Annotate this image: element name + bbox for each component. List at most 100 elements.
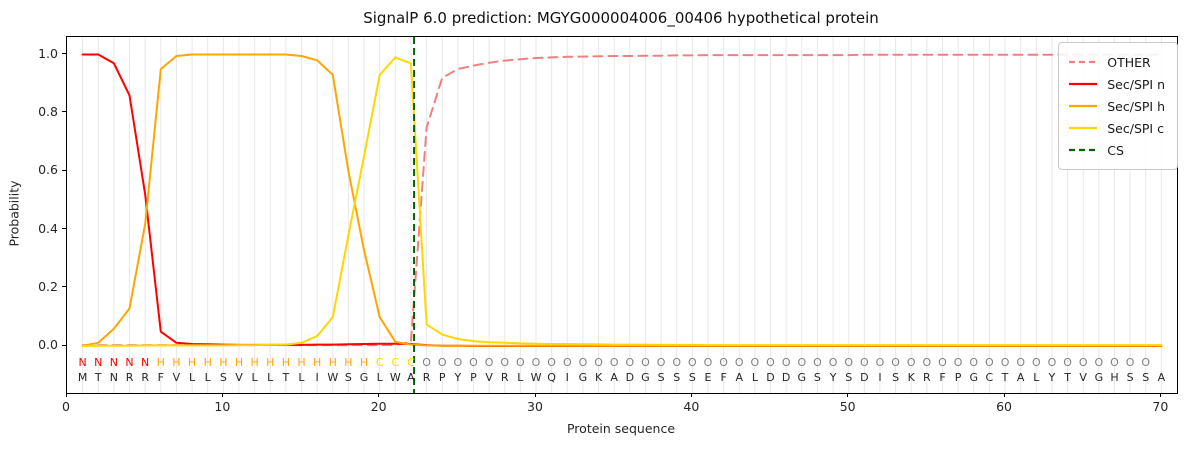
annotation-letter: C — [391, 356, 399, 369]
annotation-letter: H — [204, 356, 212, 369]
y-tick-mark — [62, 111, 66, 113]
legend: OTHER Sec/SPI n Sec/SPI h Sec/SPI c CS — [1058, 42, 1178, 170]
x-tick-label: 70 — [1152, 399, 1169, 414]
y-tick-mark — [62, 53, 66, 54]
sequence-letter: T — [1001, 371, 1009, 384]
annotation-letter: N — [79, 356, 87, 369]
sequence-letter: S — [892, 371, 899, 384]
y-axis-label: Probability — [6, 180, 22, 247]
x-tick-mark — [847, 393, 849, 397]
legend-label: OTHER — [1107, 54, 1151, 70]
annotation-letter: O — [657, 356, 666, 369]
annotation-letter: O — [547, 356, 556, 369]
sequence-letter: S — [673, 371, 680, 384]
legend-label: Sec/SPI h — [1107, 98, 1165, 114]
y-tick-label: 0.6 — [38, 162, 58, 178]
x-tick-mark — [221, 393, 223, 397]
sequence-letter: L — [517, 371, 524, 384]
sequence-letter: G — [641, 371, 650, 384]
annotation-letter: O — [641, 356, 650, 369]
plot-canvas: NMNTNNNRNRHFHVHLHLHSHVHLHLHTHLHIHWHSHGCL… — [78, 37, 1166, 393]
sequence-letter: Y — [1048, 371, 1056, 384]
sequence-letter: P — [470, 371, 477, 384]
sequence-letter: G — [969, 371, 978, 384]
sequence-letter: A — [407, 371, 415, 384]
annotation-letter: O — [1110, 356, 1119, 369]
annotation-letter: O — [954, 356, 963, 369]
legend-item-sec-spi-c: Sec/SPI c — [1068, 117, 1165, 139]
sequence-letter: A — [610, 371, 618, 384]
sequence-letter: L — [377, 371, 384, 384]
annotation-letter: C — [376, 356, 384, 369]
x-tick-label: 10 — [214, 399, 231, 414]
annotation-letter: O — [923, 356, 932, 369]
annotation-letter: O — [422, 356, 431, 369]
x-axis-label: Protein sequence — [566, 421, 676, 436]
annotation-letter: O — [1048, 356, 1057, 369]
sequence-letter: R — [423, 371, 431, 384]
annotation-letter: O — [438, 356, 447, 369]
legend-line-sample — [1069, 104, 1098, 108]
sequence-letter: V — [485, 371, 493, 384]
sequence-letter: I — [878, 371, 881, 384]
y-tick-label: 1.0 — [38, 45, 58, 61]
annotation-letter: O — [876, 356, 885, 369]
annotation-letter: O — [563, 356, 572, 369]
annotation-letter: O — [969, 356, 978, 369]
sequence-letter: K — [908, 371, 916, 384]
sequence-letter: S — [658, 371, 665, 384]
sequence-letter: D — [766, 371, 774, 384]
sequence-letter: L — [298, 371, 305, 384]
annotation-letter: O — [688, 356, 697, 369]
sequence-letter: V — [1079, 371, 1087, 384]
y-tick-mark — [62, 344, 66, 346]
sequence-letter: F — [158, 371, 164, 384]
legend-item-sec-spi-h: Sec/SPI h — [1068, 95, 1165, 117]
sequence-letter: Y — [829, 371, 837, 384]
annotation-letter: O — [579, 356, 588, 369]
annotation-letter: O — [782, 356, 791, 369]
chart-title: SignalP 6.0 prediction: MGYG000004006_00… — [363, 9, 879, 27]
y-tick-label: 0.2 — [38, 278, 58, 294]
sequence-letter: M — [78, 371, 88, 384]
annotation-letter: H — [313, 356, 321, 369]
annotation-letter: H — [172, 356, 180, 369]
annotation-letter: O — [797, 356, 806, 369]
sequence-letter: L — [189, 371, 196, 384]
annotation-letter: O — [766, 356, 775, 369]
x-tick-mark — [65, 393, 67, 397]
sequence-letter: A — [735, 371, 743, 384]
annotation-letter: H — [329, 356, 337, 369]
series-line-sec-spi-h — [81, 53, 1163, 347]
y-tick-mark — [62, 169, 66, 171]
annotation-letter: O — [1079, 356, 1088, 369]
annotation-letter: O — [1094, 356, 1103, 369]
sequence-letter: S — [1127, 371, 1134, 384]
sequence-letter: T — [94, 371, 102, 384]
annotation-letter: O — [1032, 356, 1041, 369]
annotation-letter: H — [297, 356, 305, 369]
y-tick-mark — [62, 228, 66, 230]
sequence-letter: D — [626, 371, 634, 384]
x-tick-label: 60 — [996, 399, 1012, 414]
annotation-letter: O — [719, 356, 728, 369]
annotation-letter: N — [94, 356, 102, 369]
annotation-letter: O — [844, 356, 853, 369]
annotation-letter: H — [157, 356, 165, 369]
sequence-letter: S — [1142, 371, 1149, 384]
sequence-letter: L — [267, 371, 274, 384]
x-tick-mark — [690, 393, 692, 397]
annotation-letter: N — [110, 356, 118, 369]
series-line-sec-spi-c — [81, 56, 1163, 347]
sequence-letter: L — [1033, 371, 1040, 384]
annotation-letter: H — [235, 356, 243, 369]
sequence-letter: F — [939, 371, 945, 384]
sequence-letter: Y — [453, 371, 461, 384]
x-tick-label: 40 — [683, 399, 700, 414]
sequence-letter: I — [566, 371, 569, 384]
x-tick-label: 20 — [370, 399, 387, 414]
annotation-letter: O — [891, 356, 900, 369]
sequence-letter: C — [986, 371, 994, 384]
sequence-letter: I — [316, 371, 319, 384]
sequence-letter: V — [173, 371, 181, 384]
